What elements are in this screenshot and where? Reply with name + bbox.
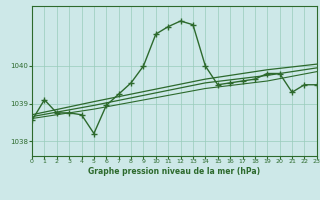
X-axis label: Graphe pression niveau de la mer (hPa): Graphe pression niveau de la mer (hPa) xyxy=(88,167,260,176)
